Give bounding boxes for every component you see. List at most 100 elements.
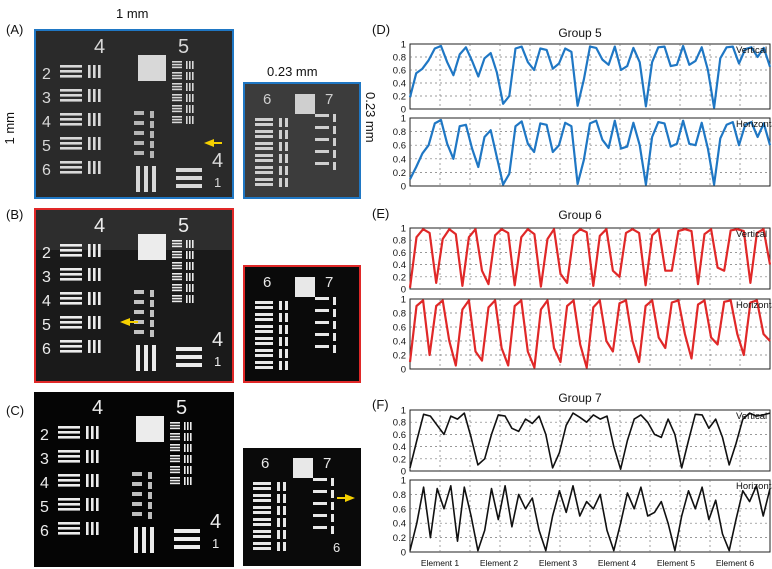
inset-bar	[255, 301, 273, 304]
group-label: 4	[94, 36, 105, 58]
plot-frame	[409, 298, 771, 370]
tiny-bar	[150, 131, 154, 138]
y-tick-label: 0.6	[393, 323, 406, 334]
small-bar-h	[170, 479, 180, 482]
inset-bar	[279, 325, 282, 334]
subplot-label: Vertical	[736, 45, 767, 56]
bar-h	[60, 268, 82, 271]
inset-scale-top: 0.23 mm	[267, 64, 318, 79]
small-bar-h	[172, 242, 182, 245]
tiny-bar	[134, 320, 144, 324]
inset-square	[295, 94, 315, 114]
inset-group-label: 6	[333, 540, 340, 555]
small-bar-h	[172, 245, 182, 248]
group-label: 1	[214, 175, 221, 190]
subplot-horizontal: 0 0.2 0.4 0.6 0.8 1 Horizontal	[393, 295, 772, 376]
row-number: 5	[42, 317, 51, 334]
tiny-bar	[150, 310, 154, 317]
y-tick-label: 0.6	[393, 430, 406, 441]
inset-bar	[279, 301, 282, 310]
plot-frame	[409, 117, 771, 187]
bar-h	[58, 455, 80, 458]
inset-bar	[255, 183, 273, 186]
tiny-bar	[132, 502, 142, 506]
square-element	[136, 416, 164, 442]
bar-v	[93, 65, 96, 78]
bar-v	[96, 450, 99, 463]
tiny-bar	[150, 121, 154, 128]
chart-title: Group 5	[558, 26, 602, 40]
small-bar-v	[192, 116, 194, 124]
plot-frame	[409, 43, 771, 110]
small-bar-h	[172, 286, 182, 289]
small-bar-h	[172, 63, 182, 66]
inset-bar	[253, 535, 271, 538]
small-bar-v	[192, 61, 194, 69]
bar-h	[60, 147, 82, 150]
inset-bar	[255, 325, 273, 328]
small-bar-h	[172, 118, 182, 121]
tiny-bar	[150, 320, 154, 327]
inset-bar	[331, 526, 334, 534]
bar-h	[60, 326, 82, 329]
inset-bar	[279, 154, 282, 163]
panel-label-e: (E)	[372, 206, 390, 221]
inset-bar	[255, 154, 273, 157]
inset-bar	[255, 130, 273, 133]
small-bar-v	[192, 273, 194, 281]
small-bar-h	[172, 264, 182, 267]
inset-bar	[255, 349, 273, 352]
small-bar-h	[172, 96, 182, 99]
target-panel-c: 4 5 4 1 2 3 4 5 6	[34, 392, 234, 567]
scale-left: 1 mm	[2, 112, 17, 145]
inset-bar	[255, 135, 273, 138]
y-tick-label: 1	[401, 114, 406, 125]
y-tick-label: 0.2	[393, 533, 406, 544]
row-number: 6	[40, 523, 49, 540]
small-bar-h	[172, 240, 182, 242]
bar-h	[58, 484, 80, 487]
small-bar-h	[172, 105, 182, 107]
inset-bar	[315, 138, 329, 141]
inset-group-label: 6	[263, 274, 271, 291]
small-bar-v	[186, 116, 188, 124]
bar-v	[93, 161, 96, 174]
arrow-icon	[120, 318, 138, 326]
bar-h	[60, 123, 82, 126]
bar-h	[58, 503, 80, 506]
tiny-bar	[134, 151, 144, 155]
inset-bar	[255, 330, 273, 333]
bar-h	[58, 508, 80, 511]
small-bar-v	[184, 466, 186, 474]
small-bar-v	[189, 72, 191, 80]
tiny-bar	[150, 290, 154, 297]
small-bar-v	[190, 455, 192, 463]
bar-h	[60, 161, 82, 164]
bar-v	[88, 340, 91, 353]
bar-v	[91, 426, 94, 439]
y-tick-label: 0.8	[393, 53, 406, 64]
bar-v	[88, 137, 91, 150]
inset-bar	[279, 178, 282, 187]
inset-bar	[255, 337, 273, 340]
y-tick-label: 0.8	[393, 309, 406, 320]
series-line	[409, 484, 771, 552]
usaf-target-b: 4 5 4 1 2 3 4 5 6	[36, 210, 232, 381]
inset-bar	[279, 118, 282, 127]
group-label: 5	[178, 215, 189, 237]
bar-h	[60, 166, 82, 169]
inset-bar	[315, 345, 329, 348]
inset-bar	[285, 301, 288, 310]
bar-v	[98, 292, 101, 305]
bar-v	[93, 244, 96, 257]
tiny-bar	[148, 502, 152, 509]
inset-bar	[253, 499, 271, 502]
tiny-bar	[148, 472, 152, 479]
inset-bar	[315, 309, 329, 312]
inset-bar	[285, 142, 288, 151]
small-bar-v	[192, 94, 194, 102]
small-bar-v	[192, 295, 194, 303]
inset-bar	[279, 337, 282, 346]
bottom-bar-v	[136, 166, 140, 192]
